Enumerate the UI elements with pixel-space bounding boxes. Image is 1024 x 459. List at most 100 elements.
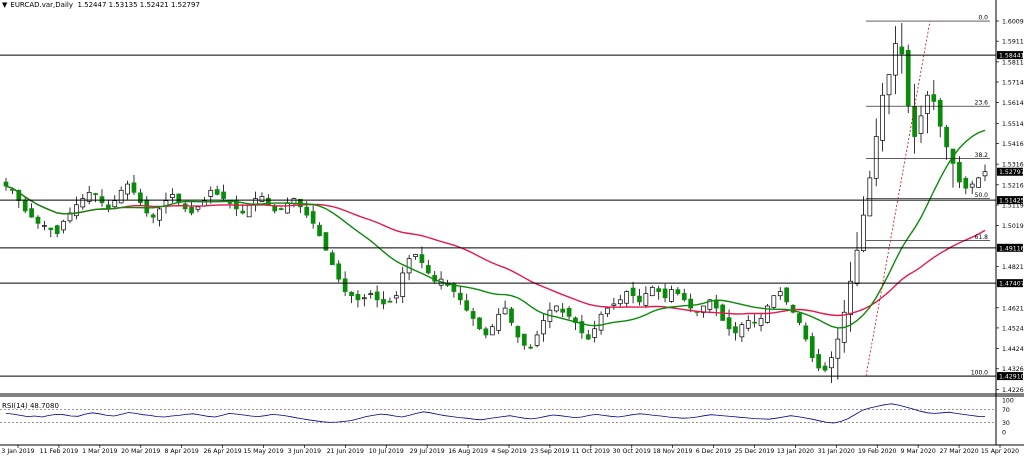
- candle-body: [643, 293, 649, 306]
- x-tick-label: 21 Jun 2019: [327, 448, 364, 455]
- x-tick-label: 15 May 2019: [243, 448, 283, 455]
- candle-body: [118, 189, 124, 204]
- candle-body: [387, 300, 393, 303]
- candle-body: [349, 291, 354, 297]
- candle-body: [969, 183, 975, 188]
- fib-level-label: 61.8: [975, 234, 989, 241]
- candle-body: [86, 192, 92, 202]
- candle-body: [451, 283, 457, 292]
- candle-body: [157, 208, 162, 221]
- x-tick-label: 30 Oct 2019: [613, 448, 651, 455]
- candle-body: [496, 313, 502, 331]
- candle-body: [259, 196, 265, 202]
- candle-body: [733, 326, 738, 334]
- x-tick-label: 15 Apr 2020: [981, 448, 1019, 455]
- candle-body: [323, 232, 329, 251]
- candle-body: [125, 183, 130, 195]
- candle-body: [413, 254, 418, 258]
- x-tick-label: 16 Aug 2019: [448, 448, 488, 455]
- candle-body: [905, 49, 911, 106]
- fib-level-label: 0.0: [978, 15, 988, 22]
- y-tick-label: 1.60090: [1002, 19, 1024, 26]
- candle-body: [54, 225, 60, 235]
- candle-body: [893, 43, 898, 76]
- candle-body: [944, 126, 949, 148]
- candle-body: [534, 334, 540, 346]
- x-tick-label: 26 Apr 2019: [203, 448, 241, 455]
- candle-body: [80, 198, 86, 208]
- candle-body: [368, 293, 374, 295]
- fib-trend-line: [865, 20, 931, 377]
- x-tick-label: 3 Jan 2019: [1, 448, 34, 455]
- price-mark-label: 1.58441: [999, 53, 1024, 60]
- candle-body: [61, 220, 66, 231]
- y-tick-label: 1.52165: [1002, 182, 1024, 189]
- candle-body: [329, 252, 335, 266]
- rsi-tick-label: 100: [1002, 398, 1014, 405]
- candle-body: [784, 287, 789, 303]
- candle-body: [208, 189, 214, 197]
- candles: [3, 23, 988, 384]
- candle-body: [541, 320, 546, 335]
- x-tick-label: 19 Feb 2020: [858, 448, 897, 455]
- x-tick-label: 11 Oct 2019: [572, 448, 610, 455]
- candle-body: [957, 162, 962, 183]
- candle-body: [637, 295, 642, 303]
- candle-body: [630, 287, 636, 297]
- candle-body: [502, 307, 508, 315]
- candle-body: [285, 202, 290, 214]
- x-tick-label: 18 Nov 2019: [653, 448, 693, 455]
- candle-body: [611, 303, 617, 306]
- candle-body: [790, 304, 796, 313]
- candle-body: [361, 297, 367, 300]
- candle-body: [925, 94, 930, 114]
- ma-green-line: [5, 129, 986, 329]
- candle-body: [912, 106, 917, 137]
- candle-body: [221, 191, 226, 199]
- triangle-down-icon[interactable]: ▼: [2, 1, 8, 9]
- y-tick-label: 1.46215: [1002, 305, 1024, 312]
- candle-body: [304, 206, 310, 216]
- fib-level-label: 23.6: [975, 100, 989, 107]
- candle-body: [457, 292, 463, 301]
- candle-body: [74, 204, 79, 217]
- candle-body: [848, 280, 853, 315]
- candle-body: [214, 189, 220, 195]
- x-tick-label: 11 Feb 2019: [40, 448, 79, 455]
- candle-body: [189, 207, 194, 214]
- candle-body: [829, 357, 834, 369]
- chart-header: ▼ EURCAD.var,Daily 1.52447 1.53135 1.5242…: [2, 1, 200, 9]
- candle-body: [470, 311, 476, 319]
- candle-body: [310, 211, 316, 224]
- x-tick-label: 20 Mar 2019: [121, 448, 160, 455]
- candle-body: [758, 318, 764, 326]
- candle-body: [381, 299, 386, 305]
- candle-body: [195, 206, 201, 210]
- rsi-tick-label: 30: [1002, 420, 1010, 427]
- x-tick-label: 9 Mar 2020: [901, 448, 936, 455]
- candle-body: [272, 205, 278, 212]
- candle-body: [246, 204, 252, 218]
- candle-body: [3, 181, 9, 187]
- price-mark-label: 1.49116: [999, 245, 1024, 252]
- candle-body: [515, 326, 521, 338]
- price-mark-box: [997, 279, 1023, 288]
- candle-body: [278, 208, 284, 210]
- candle-body: [112, 200, 118, 208]
- y-tick-label: 1.56140: [1002, 100, 1024, 107]
- candle-body: [553, 305, 559, 312]
- y-tick-label: 1.45240: [1002, 325, 1024, 332]
- candle-body: [803, 325, 809, 340]
- y-tick-label: 1.50190: [1002, 223, 1024, 230]
- price-mark-label: 1.42910: [999, 374, 1024, 381]
- x-tick-label: 13 Jan 2020: [777, 448, 814, 455]
- candle-body: [22, 199, 28, 212]
- rsi-tick-label: 0: [1002, 430, 1006, 437]
- candle-body: [393, 295, 399, 299]
- candle-body: [713, 300, 719, 309]
- candle-body: [42, 225, 47, 227]
- x-tick-label: 27 Mar 2020: [939, 448, 978, 455]
- candle-body: [131, 182, 137, 193]
